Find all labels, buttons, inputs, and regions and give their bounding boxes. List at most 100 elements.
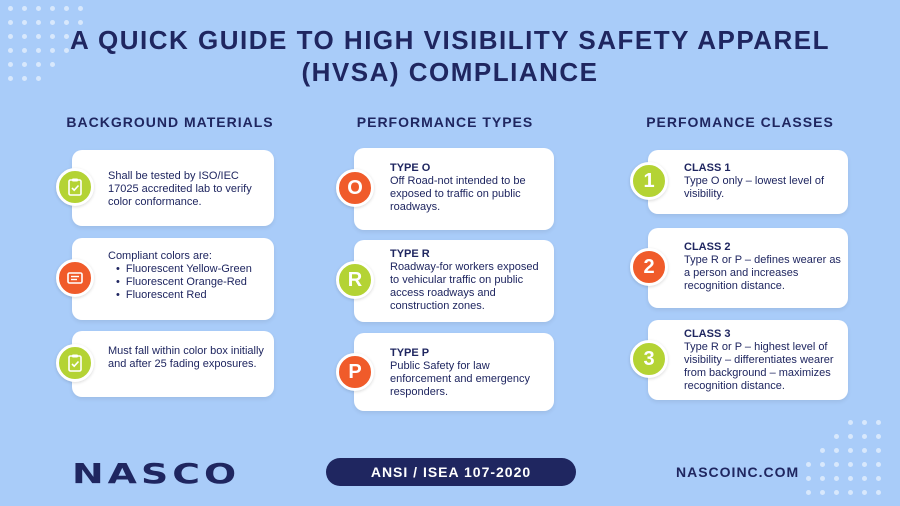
material-icon-badge-1 — [56, 168, 94, 206]
type-badge-p: P — [336, 353, 374, 391]
decorative-dot — [64, 48, 69, 53]
type-badge-r: R — [336, 261, 374, 299]
class-label-2: CLASS 2 — [684, 241, 731, 253]
decorative-dot — [848, 448, 853, 453]
decorative-dot — [64, 34, 69, 39]
class-desc-3: Type R or P – highest level of visibilit… — [684, 341, 834, 392]
clipboard-check-icon — [68, 354, 82, 372]
decorative-dot — [806, 476, 811, 481]
decorative-dot — [50, 62, 55, 67]
compliant-colors-intro: Compliant colors are: — [108, 250, 212, 262]
decorative-dot — [78, 20, 83, 25]
class-text-1: CLASS 1 Type O only – lowest level of vi… — [684, 162, 842, 201]
type-label-r: TYPE R — [390, 248, 430, 260]
decorative-dot — [848, 490, 853, 495]
decorative-dot — [834, 448, 839, 453]
decorative-dot — [36, 34, 41, 39]
decorative-dot — [8, 6, 13, 11]
decorative-dot — [834, 462, 839, 467]
type-text-r: TYPE R Roadway-for workers exposed to ve… — [390, 248, 550, 313]
decorative-dot — [806, 462, 811, 467]
nasco-logo: NASCO — [72, 457, 241, 490]
class-label-1: CLASS 1 — [684, 162, 731, 174]
clipboard-check-icon — [68, 178, 82, 196]
decorative-dot — [22, 20, 27, 25]
decorative-dot — [876, 476, 881, 481]
material-icon-badge-2 — [56, 259, 94, 297]
decorative-dot — [834, 434, 839, 439]
decorative-dot — [50, 48, 55, 53]
decorative-dot — [862, 448, 867, 453]
website-link[interactable]: NASCOINC.COM — [676, 464, 800, 480]
decorative-dot — [8, 48, 13, 53]
material-card-1: Shall be tested by ISO/IEC 17025 accredi… — [56, 150, 274, 226]
decorative-dot — [820, 476, 825, 481]
decorative-dot — [78, 6, 83, 11]
type-badge-o: O — [336, 169, 374, 207]
material-card-3: Must fall within color box initially and… — [56, 331, 274, 397]
decorative-dot — [876, 420, 881, 425]
decorative-dot — [820, 462, 825, 467]
class-badge-3: 3 — [630, 340, 668, 378]
decorative-dot — [36, 62, 41, 67]
type-desc-o: Off Road-not intended to be exposed to t… — [390, 175, 526, 213]
heading-performance-classes: PERFOMANCE CLASSES — [646, 114, 834, 130]
decorative-dot — [848, 420, 853, 425]
decorative-dots-bottom-right — [806, 420, 896, 504]
decorative-dot — [22, 48, 27, 53]
class-desc-2: Type R or P – defines wearer as a person… — [684, 254, 841, 292]
decorative-dot — [820, 490, 825, 495]
class-card-2: 2 CLASS 2 Type R or P – defines wearer a… — [630, 228, 848, 308]
class-card-1: 1 CLASS 1 Type O only – lowest level of … — [630, 150, 848, 214]
decorative-dot — [8, 20, 13, 25]
title-line-2: (HVSA) COMPLIANCE — [301, 57, 599, 87]
decorative-dot — [50, 34, 55, 39]
list-item: Fluorescent Red — [116, 289, 270, 302]
type-label-o: TYPE O — [390, 162, 431, 174]
decorative-dot — [36, 76, 41, 81]
class-badge-1: 1 — [630, 162, 668, 200]
decorative-dot — [862, 490, 867, 495]
type-card-r: R TYPE R Roadway-for workers exposed to … — [336, 240, 554, 322]
heading-performance-types: PERFORMANCE TYPES — [356, 114, 534, 130]
class-card-3: 3 CLASS 3 Type R or P – highest level of… — [630, 320, 848, 400]
decorative-dot — [876, 490, 881, 495]
decorative-dot — [876, 448, 881, 453]
decorative-dot — [8, 34, 13, 39]
list-item: Fluorescent Yellow-Green — [116, 263, 270, 276]
class-label-3: CLASS 3 — [684, 328, 731, 340]
material-text-3: Must fall within color box initially and… — [108, 345, 264, 370]
decorative-dot — [22, 76, 27, 81]
type-label-p: TYPE P — [390, 347, 430, 359]
decorative-dot — [36, 48, 41, 53]
heading-background-materials: BACKGROUND MATERIALS — [66, 114, 274, 130]
title-line-1: A QUICK GUIDE TO HIGH VISIBILITY SAFETY … — [69, 25, 831, 55]
type-text-p: TYPE P Public Safety for law enforcement… — [390, 347, 548, 399]
decorative-dot — [848, 462, 853, 467]
decorative-dot — [22, 34, 27, 39]
page-title: A QUICK GUIDE TO HIGH VISIBILITY SAFETY … — [0, 24, 900, 88]
decorative-dot — [862, 420, 867, 425]
material-icon-badge-3 — [56, 344, 94, 382]
type-desc-r: Roadway-for workers exposed to vehicular… — [390, 261, 539, 312]
decorative-dot — [876, 434, 881, 439]
decorative-dot — [50, 6, 55, 11]
decorative-dot — [862, 476, 867, 481]
material-text-1: Shall be tested by ISO/IEC 17025 accredi… — [108, 170, 252, 208]
decorative-dot — [22, 6, 27, 11]
decorative-dot — [834, 476, 839, 481]
decorative-dot — [862, 434, 867, 439]
type-text-o: TYPE O Off Road-not intended to be expos… — [390, 162, 548, 214]
standard-badge: ANSI / ISEA 107-2020 — [326, 458, 576, 486]
decorative-dot — [36, 6, 41, 11]
decorative-dot — [36, 20, 41, 25]
decorative-dot — [50, 20, 55, 25]
decorative-dot — [862, 462, 867, 467]
decorative-dot — [834, 490, 839, 495]
decorative-dot — [820, 448, 825, 453]
decorative-dot — [8, 62, 13, 67]
decorative-dot — [78, 34, 83, 39]
list-item: Fluorescent Orange-Red — [116, 276, 270, 289]
class-text-2: CLASS 2 Type R or P – defines wearer as … — [684, 241, 844, 293]
decorative-dot — [848, 476, 853, 481]
